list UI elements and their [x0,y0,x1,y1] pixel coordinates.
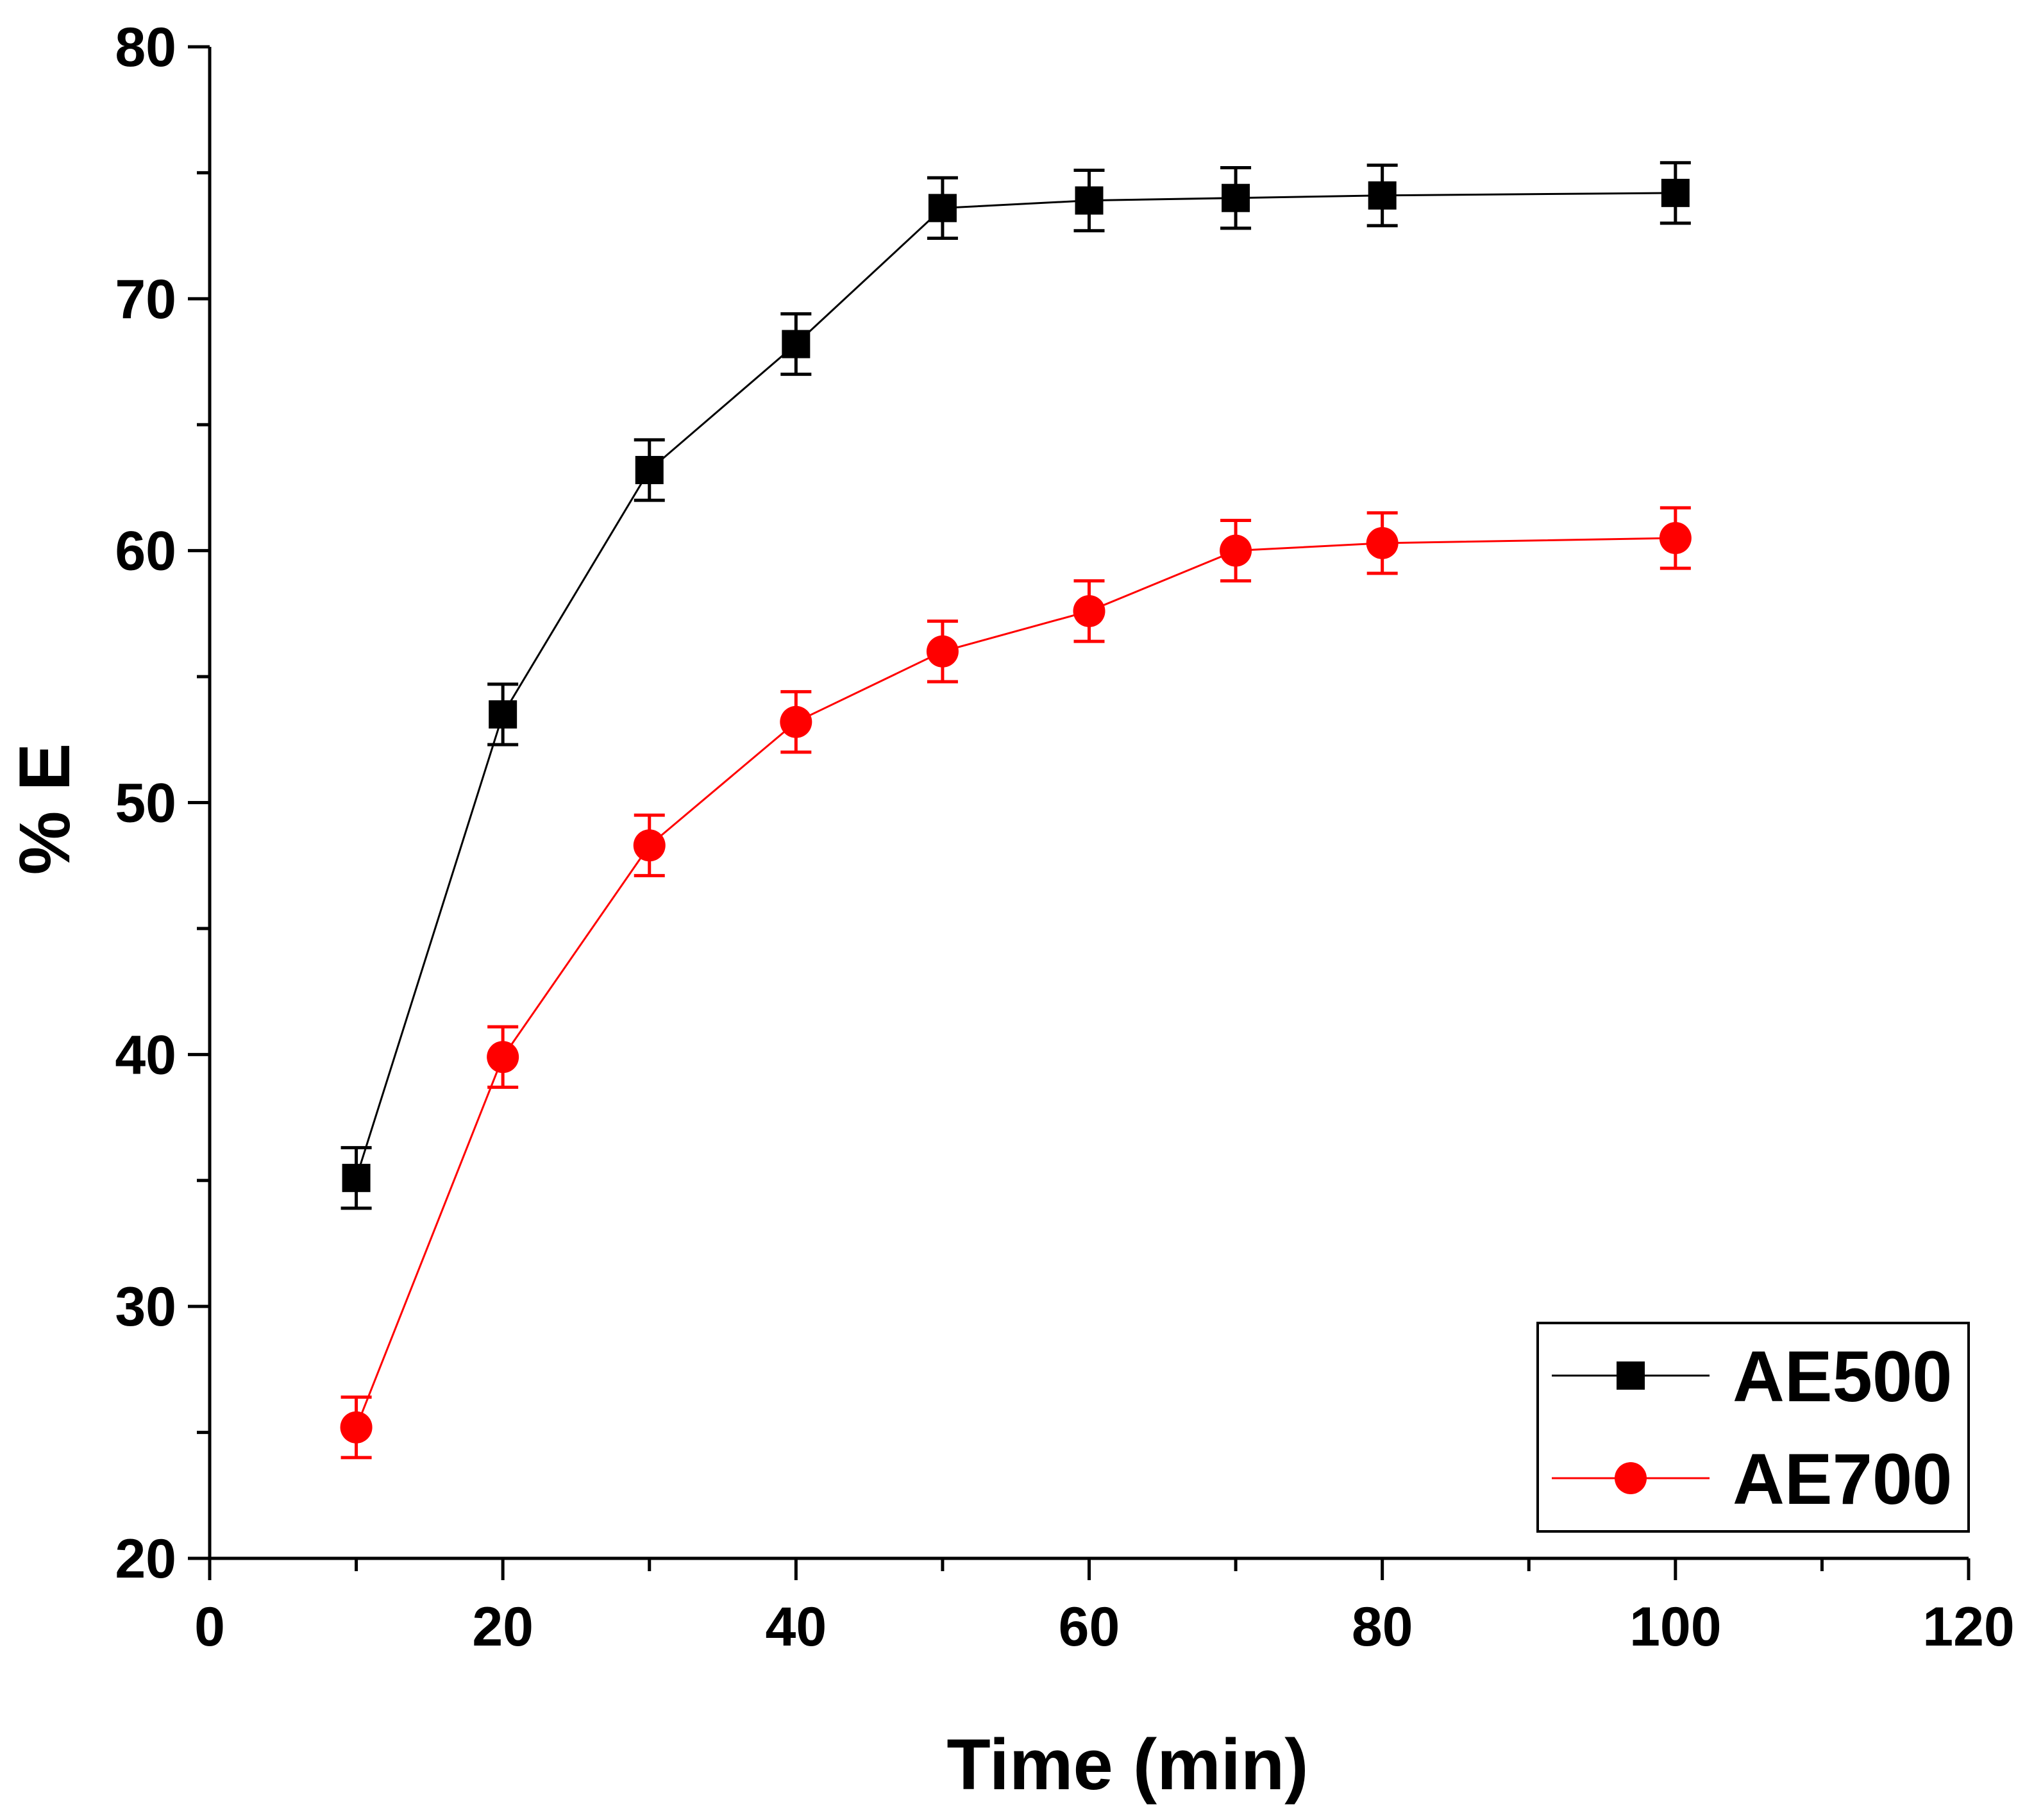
legend-label: AE700 [1733,1439,1952,1519]
data-point [635,455,664,484]
y-axis-title: % E [4,743,85,875]
data-point [1661,178,1690,207]
series-ae700 [340,506,1692,1460]
data-point [1659,522,1692,555]
x-tick-label: 20 [472,1596,534,1658]
legend-item-ae500: AE500 [1552,1336,1952,1417]
x-tick-label: 60 [1059,1596,1120,1658]
data-point [1075,186,1104,215]
data-point [780,705,812,738]
legend: AE500 AE700 [1536,1322,1970,1533]
y-tick-label: 40 [115,1024,176,1086]
data-point [1366,527,1399,559]
series-line-ae500 [355,192,1676,1179]
data-point [633,829,666,862]
y-tick-label: 80 [115,17,176,78]
x-tick-label: 0 [194,1596,225,1658]
x-tick-label: 40 [765,1596,827,1658]
legend-marker [1617,1361,1645,1390]
legend-label: AE500 [1733,1336,1952,1417]
data-point [1222,183,1250,212]
legend-marker [1615,1462,1647,1494]
axes: 0 20 40 60 80 100 120 20 30 40 50 60 70 80 Time (min)%… [4,17,2015,1805]
y-tick-label: 70 [115,269,176,330]
series-ae500 [340,161,1691,1210]
y-tick-label: 50 [115,773,176,834]
series-line-ae700 [355,537,1676,1428]
x-tick-label: 120 [1922,1596,2015,1658]
legend-item-ae700: AE700 [1552,1439,1952,1519]
data-point [340,1411,373,1444]
data-point [926,635,959,668]
y-tick-label: 20 [115,1528,176,1590]
y-tick-label: 60 [115,521,176,582]
data-point [487,1041,519,1074]
data-point [1073,594,1105,627]
legend-box [1536,1322,1970,1533]
y-tick-label: 30 [115,1276,176,1338]
data-point [928,194,957,223]
data-point [782,330,811,358]
x-axis-title: Time (min) [946,1724,1308,1805]
data-point [1220,534,1252,567]
series-layer [340,161,1692,1460]
x-tick-label: 100 [1629,1596,1722,1658]
data-point [342,1163,371,1192]
data-point [489,700,517,729]
x-tick-label: 80 [1352,1596,1413,1658]
data-point [1368,181,1397,210]
